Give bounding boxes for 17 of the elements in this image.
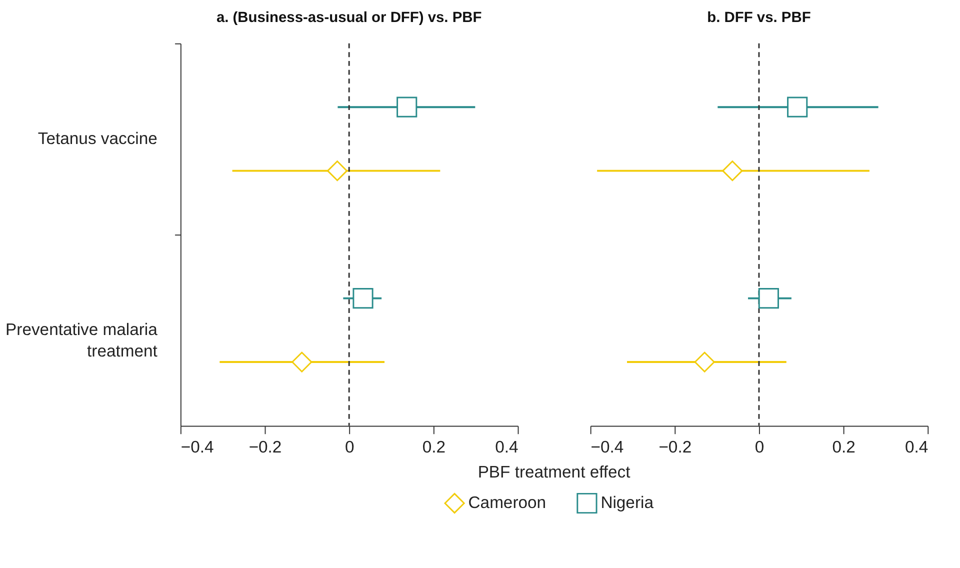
y-tick-label: Tetanus vaccine	[38, 128, 158, 148]
y-tick-label: Preventative malaria treatment	[6, 320, 158, 361]
x-tick-label: 0	[344, 438, 354, 457]
x-tick-label: −0.4	[590, 438, 624, 457]
x-tick-label: −0.2	[658, 438, 692, 457]
chart-title: a. (Business-as-usual or DFF) vs. PBF	[216, 10, 482, 26]
x-tick-label: 0.2	[422, 438, 446, 457]
legend-label: Nigeria	[600, 493, 654, 512]
x-tick-label: 0.4	[904, 438, 928, 457]
legend-label: Cameroon	[468, 493, 546, 512]
chart-title: b. DFF vs. PBF	[707, 10, 811, 26]
x-tick-label: 0.4	[495, 438, 518, 457]
x-tick-label: −0.2	[248, 438, 282, 457]
x-tick-label: −0.4	[180, 438, 214, 457]
x-tick-label: 0.2	[832, 438, 856, 457]
x-axis-title: PBF treatment effect	[478, 462, 631, 482]
x-tick-label: 0	[754, 438, 764, 457]
